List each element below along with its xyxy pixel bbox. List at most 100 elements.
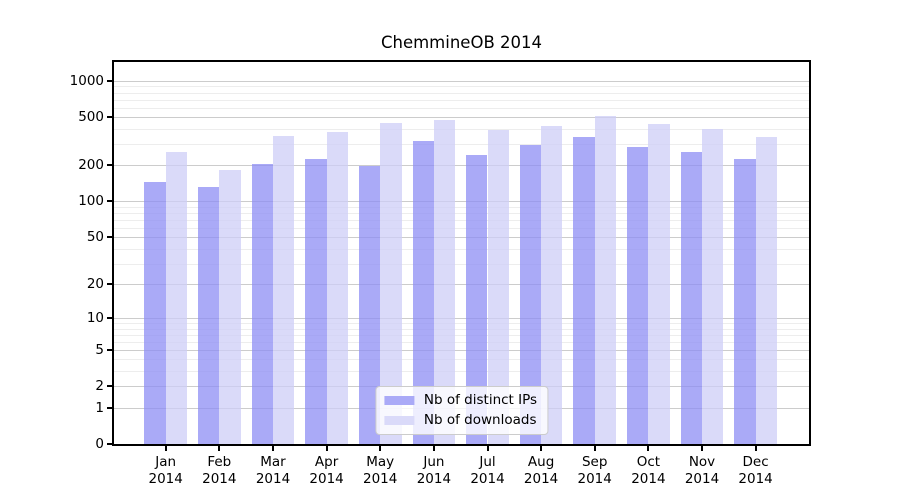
minor-gridline — [114, 144, 809, 145]
y-tick — [107, 79, 112, 82]
x-tick — [754, 446, 757, 451]
x-tick-label-mar: Mar 2014 — [255, 454, 291, 487]
y-tick-label: 1000 — [69, 72, 104, 89]
bar-downloads-mar — [273, 135, 295, 444]
bar-ips-apr — [305, 159, 327, 444]
minor-gridline — [114, 206, 809, 208]
minor-gridline — [114, 322, 809, 324]
x-tick — [486, 446, 489, 451]
bar-downloads-oct — [648, 123, 670, 444]
x-tick-label-oct: Oct 2014 — [631, 454, 666, 487]
major-gridline — [114, 117, 809, 119]
bar-downloads-may — [380, 122, 402, 444]
y-tick — [107, 443, 112, 445]
y-tick-label: 20 — [86, 275, 104, 292]
bar-ips-dec — [734, 158, 756, 444]
legend: Nb of distinct IPs Nb of downloads — [374, 386, 549, 435]
minor-gridline — [114, 359, 809, 361]
y-tick-label: 50 — [86, 229, 104, 246]
major-gridline — [114, 80, 809, 82]
minor-gridline — [114, 86, 809, 88]
bar-downloads-dec — [755, 136, 777, 444]
bar-ips-nov — [680, 151, 702, 444]
x-tick — [325, 446, 328, 451]
bar-downloads-jul — [487, 130, 509, 444]
bars-layer — [114, 62, 809, 444]
minor-gridline — [114, 334, 809, 336]
y-tick — [107, 116, 112, 119]
major-gridline — [114, 349, 809, 351]
y-tick — [107, 236, 112, 239]
x-tick — [540, 446, 543, 451]
y-tick — [107, 200, 112, 203]
minor-gridline — [114, 219, 809, 221]
minor-gridline — [114, 227, 809, 229]
legend-label-downloads: Nb of downloads — [423, 412, 537, 428]
y-tick — [107, 316, 112, 319]
bar-ips-sep — [573, 136, 595, 444]
x-tick-label-jan: Jan 2014 — [148, 454, 183, 487]
legend-swatch-downloads — [383, 415, 414, 426]
y-tick — [107, 164, 112, 167]
y-axis: 0 1 2 5 10 20 50 100 200 500 1000 — [70, 62, 809, 452]
legend-item-distinct-ips: Nb of distinct IPs — [383, 392, 538, 408]
y-tick — [107, 348, 112, 351]
major-gridline — [114, 165, 809, 167]
major-gridline — [114, 283, 809, 285]
legend-label-distinct-ips: Nb of distinct IPs — [423, 392, 538, 408]
y-tick-label: 2 — [95, 378, 104, 395]
plot-area: 0 1 2 5 10 20 50 100 200 500 1000 Jan 2014 Feb 2014… — [70, 60, 811, 487]
bar-downloads-sep — [594, 116, 617, 444]
y-tick-label: 0 — [95, 436, 104, 452]
minor-gridline — [114, 92, 809, 94]
bar-ips-oct — [627, 146, 649, 444]
bar-downloads-nov — [702, 128, 724, 444]
legend-item-downloads: Nb of downloads — [383, 412, 537, 428]
minor-gridline — [114, 107, 809, 109]
minor-gridline — [114, 248, 809, 250]
x-tick-label-jul: Jul 2014 — [470, 454, 505, 487]
x-tick-label-may: May 2014 — [363, 454, 398, 487]
bar-ips-feb — [197, 187, 220, 444]
minor-gridline — [114, 371, 809, 373]
major-gridline — [114, 201, 809, 203]
bar-downloads-jan — [165, 151, 188, 444]
y-tick-label: 1 — [95, 399, 104, 416]
x-tick-label-dec: Dec 2014 — [738, 454, 773, 487]
y-tick-label: 5 — [95, 341, 104, 358]
y-tick-label: 200 — [78, 157, 104, 174]
x-tick — [272, 446, 274, 451]
minor-gridline — [114, 328, 809, 330]
x-tick — [432, 446, 435, 451]
y-tick — [107, 385, 112, 388]
y-tick-label: 10 — [86, 309, 104, 326]
y-tick — [107, 406, 112, 409]
y-tick — [107, 282, 112, 285]
bar-ips-may — [358, 166, 381, 444]
bar-ips-aug — [519, 144, 542, 444]
bar-ips-jan — [144, 182, 166, 444]
x-tick — [647, 446, 650, 451]
x-tick-label-apr: Apr 2014 — [309, 454, 344, 487]
major-gridline — [114, 237, 809, 239]
x-tick-label-jun: Jun 2014 — [416, 454, 452, 487]
x-tick-label-aug: Aug 2014 — [523, 454, 559, 487]
y-tick-label: 500 — [78, 109, 104, 126]
x-tick — [701, 446, 703, 451]
minor-gridline — [114, 128, 809, 130]
x-axis: Jan 2014 Feb 2014 Mar 2014 Apr 2014 May 2014… — [114, 62, 809, 487]
legend-swatch-distinct-ips — [383, 395, 414, 406]
bar-ips-mar — [251, 164, 273, 444]
x-tick-label-sep: Sep 2014 — [577, 454, 612, 487]
x-tick — [379, 446, 382, 451]
x-tick-label-feb: Feb 2014 — [202, 454, 237, 487]
bar-downloads-jun — [433, 119, 456, 444]
bar-downloads-apr — [326, 132, 348, 444]
x-tick-label-nov: Nov 2014 — [684, 454, 720, 487]
minor-gridline — [114, 213, 809, 214]
x-tick — [593, 446, 596, 451]
major-gridline — [114, 317, 809, 319]
chart-title: ChemmineOB 2014 — [380, 33, 542, 52]
minor-gridline — [114, 99, 809, 101]
